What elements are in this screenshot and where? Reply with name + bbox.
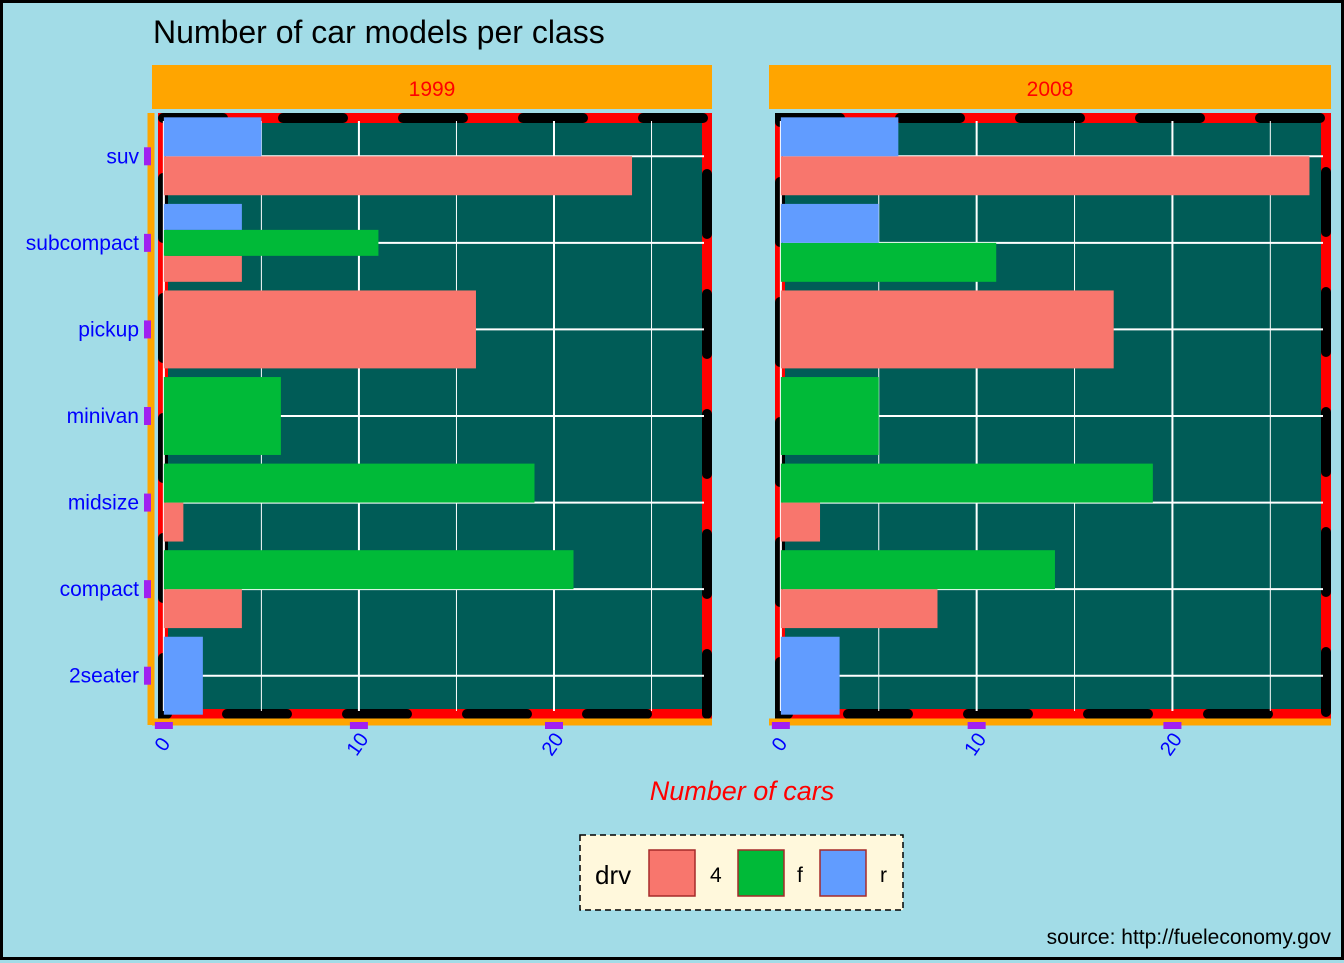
legend-label-f: f [797, 864, 803, 887]
facet-1999: 1999 0 10 20 2seater compact midsize minivan pic… [26, 65, 712, 760]
bar-1999-subcompact-r [163, 203, 242, 230]
facet-strip [152, 65, 712, 109]
legend-key-4 [648, 849, 696, 897]
y-tick-mark [144, 666, 151, 685]
legend-title: drv [595, 860, 631, 890]
x-tick-mark [544, 722, 563, 729]
bar-2008-suv-4 [780, 156, 1310, 196]
facet-panels: 1999 0 10 20 2seater compact midsize minivan pic… [26, 65, 1331, 760]
bar-1999-midsize-4 [163, 502, 184, 542]
x-tick-mark [967, 722, 986, 729]
x-tick-label: 10 [960, 729, 991, 760]
x-tick-label: 0 [151, 734, 175, 756]
y-tick-label: subcompact [26, 232, 139, 255]
bar-2008-compact-4 [780, 589, 938, 629]
bar-1999-midsize-f [163, 463, 535, 503]
bar-1999-minivan-f [163, 377, 281, 455]
x-axis-title: Number of cars [650, 776, 835, 806]
bar-2008-midsize-f [780, 463, 1153, 503]
legend-label-4: 4 [710, 864, 722, 887]
y-tick-label: midsize [68, 492, 139, 515]
y-tick-label: compact [60, 578, 140, 601]
bar-2008-compact-f [780, 550, 1055, 590]
y-tick-mark [144, 493, 151, 512]
bar-2008-pickup-4 [780, 290, 1114, 369]
bar-2008-midsize-4 [780, 502, 821, 542]
x-tick-label: 20 [1156, 729, 1187, 760]
facet-strip-label: 2008 [1027, 78, 1074, 101]
x-tick-label: 0 [768, 734, 792, 756]
y-tick-mark [144, 407, 151, 425]
y-tick-label: 2seater [69, 665, 139, 688]
y-tick-mark [144, 147, 151, 166]
facet-strip [769, 65, 1331, 109]
bar-1999-2seater-r [163, 636, 203, 715]
x-tick-mark [1163, 722, 1182, 729]
y-tick-mark [144, 580, 151, 599]
bar-2008-subcompact-f [780, 242, 997, 282]
x-tick-mark [349, 722, 368, 729]
y-tick-mark [144, 233, 151, 252]
legend-key-r [819, 849, 867, 897]
bar-2008-suv-r [780, 117, 899, 157]
y-tick-label: suv [106, 145, 139, 168]
y-tick-label: minivan [67, 405, 139, 428]
facet-strip-label: 1999 [409, 78, 456, 101]
x-tick-mark [771, 722, 790, 729]
source-caption: source: http://fueleconomy.gov [1047, 926, 1332, 949]
bar-2008-2seater-r [780, 636, 840, 715]
bar-1999-suv-r [163, 117, 262, 157]
legend-key-f [737, 849, 785, 897]
bar-1999-compact-f [163, 550, 574, 590]
chart-title: Number of car models per class [153, 14, 605, 50]
panel-border-black [775, 113, 1331, 719]
bar-1999-suv-4 [163, 156, 633, 196]
bar-1999-pickup-4 [163, 290, 476, 369]
bar-1999-subcompact-f [163, 229, 379, 256]
y-tick-label: pickup [78, 318, 139, 341]
x-tick-mark [154, 722, 173, 729]
legend-label-r: r [880, 864, 887, 887]
x-tick-label: 10 [343, 729, 374, 760]
bar-1999-compact-4 [163, 589, 242, 629]
y-tick-mark [144, 320, 151, 339]
bar-2008-minivan-f [780, 377, 879, 455]
bar-1999-subcompact-4 [163, 255, 242, 282]
x-tick-label: 20 [538, 729, 569, 760]
bar-2008-subcompact-r [780, 203, 879, 243]
facet-2008: 2008 0 10 20 [768, 65, 1331, 760]
legend: drv 4 f r [579, 834, 904, 911]
